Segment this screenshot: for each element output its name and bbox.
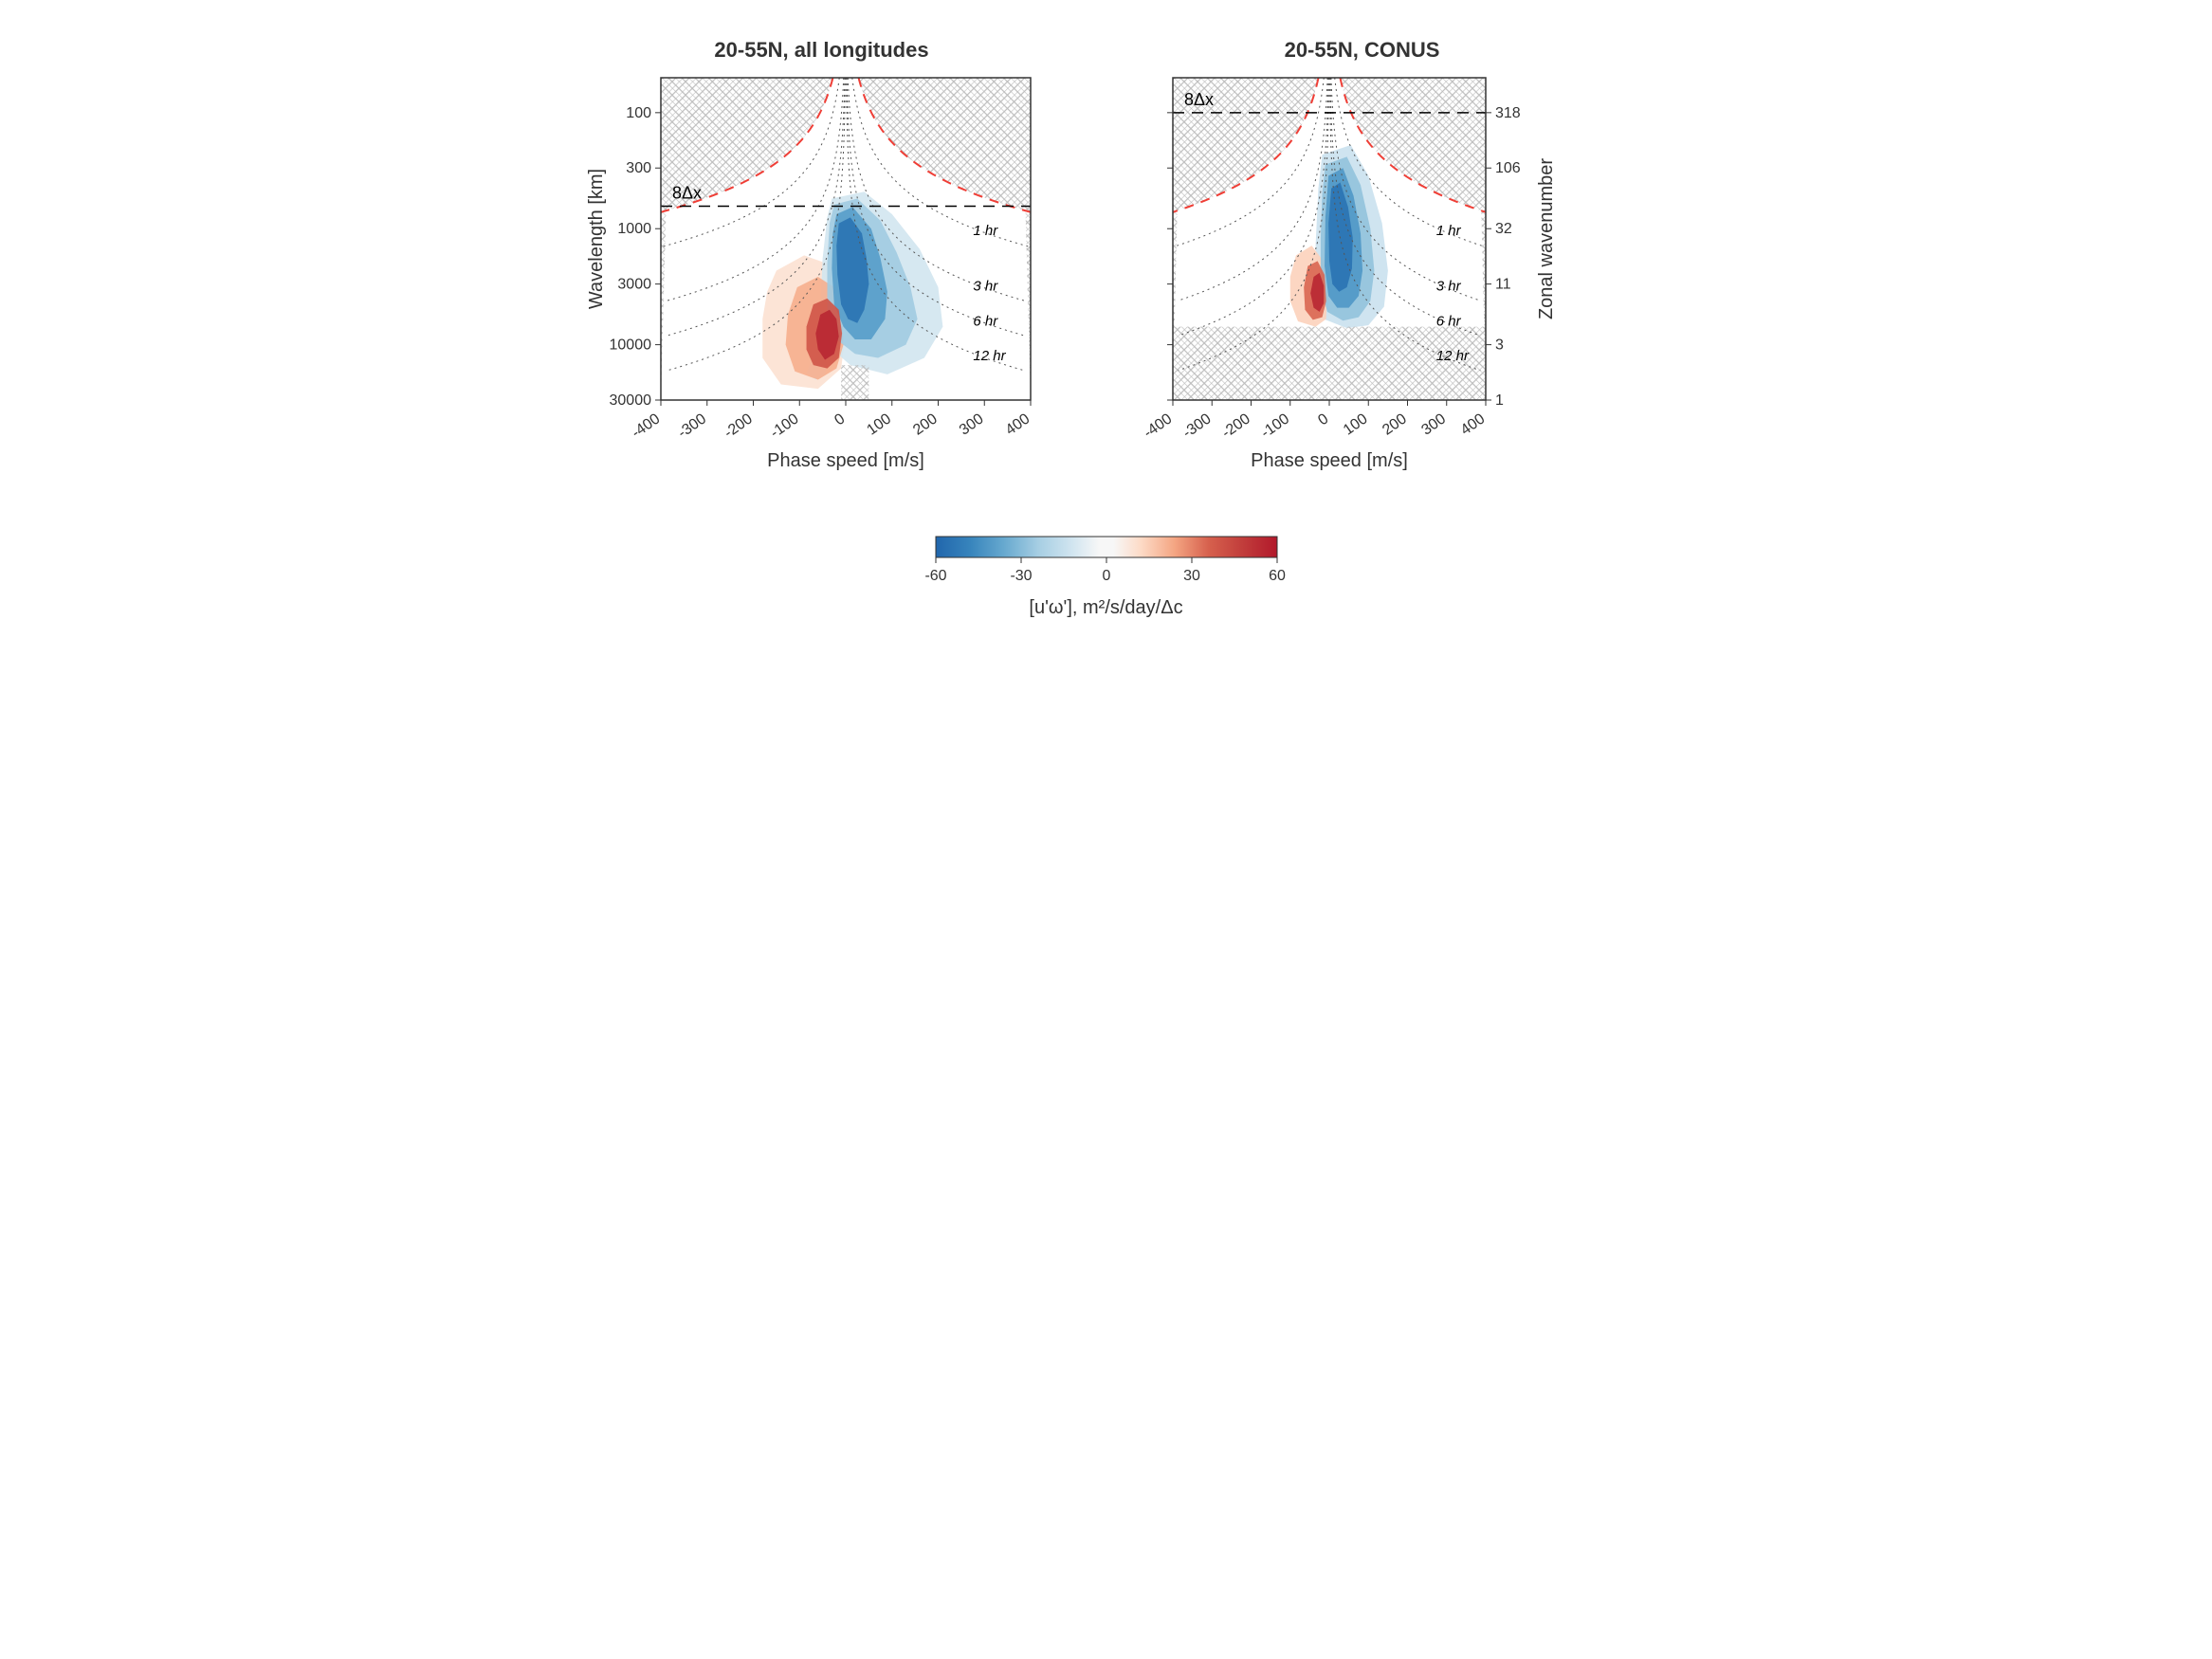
colorbar-wrap: -60 -30 0 30 60 [u'ω'], m²/s/day/Δc: [38, 523, 2174, 619]
svg-text:12 hr: 12 hr: [1435, 348, 1469, 364]
svg-text:6 hr: 6 hr: [973, 313, 998, 329]
svg-text:300: 300: [1418, 410, 1449, 438]
svg-text:-30: -30: [1010, 568, 1032, 584]
svg-text:300: 300: [956, 410, 986, 438]
figure-row: 20-55N, all longitudes 8Δx1 hr3 hr6 hr12…: [38, 38, 2174, 485]
colorbar-svg: -60 -30 0 30 60: [907, 523, 1306, 590]
svg-text:0: 0: [1315, 410, 1331, 428]
svg-text:11: 11: [1495, 277, 1511, 293]
svg-text:Wavelength [km]: Wavelength [km]: [586, 169, 607, 309]
svg-text:6 hr: 6 hr: [1435, 313, 1461, 329]
svg-text:Zonal wavenumber: Zonal wavenumber: [1536, 158, 1557, 319]
svg-text:0: 0: [832, 410, 848, 428]
svg-text:200: 200: [1380, 410, 1410, 438]
svg-text:0: 0: [1102, 568, 1110, 584]
svg-text:106: 106: [1495, 160, 1521, 176]
svg-text:100: 100: [864, 410, 894, 438]
svg-text:1 hr: 1 hr: [1435, 223, 1461, 239]
svg-text:3 hr: 3 hr: [973, 279, 998, 295]
svg-text:3000: 3000: [617, 277, 651, 293]
svg-text:3: 3: [1495, 337, 1504, 354]
svg-text:1: 1: [1495, 392, 1504, 409]
svg-text:-100: -100: [767, 410, 801, 441]
svg-text:8Δx: 8Δx: [672, 184, 702, 203]
panel-right-svg: 8Δx 1 hr 3 hr 6 hr 12 hr -400-300-200-100 0 100…: [1097, 68, 1628, 485]
svg-text:30000: 30000: [609, 392, 651, 409]
svg-text:12 hr: 12 hr: [973, 348, 1006, 364]
svg-text:400: 400: [1002, 410, 1033, 438]
panel-title-left: 20-55N, all longitudes: [714, 38, 928, 63]
panel-title-right: 20-55N, CONUS: [1285, 38, 1440, 63]
svg-text:-400: -400: [1141, 410, 1175, 441]
svg-text:1 hr: 1 hr: [973, 223, 998, 239]
svg-text:32: 32: [1495, 221, 1512, 237]
svg-text:-200: -200: [1218, 410, 1252, 441]
svg-text:Phase speed [m/s]: Phase speed [m/s]: [767, 450, 924, 471]
panel-left-wrap: 20-55N, all longitudes 8Δx 1 hr 3 hr 6 hr 12…: [585, 38, 1059, 485]
svg-text:10000: 10000: [609, 337, 651, 354]
panel-left-svg: 8Δx 1 hr 3 hr 6 hr 12 hr -400 -300 -200 -100 0 100…: [585, 68, 1059, 485]
svg-text:30: 30: [1183, 568, 1200, 584]
svg-text:-400: -400: [629, 410, 663, 441]
svg-text:3 hr: 3 hr: [1435, 279, 1461, 295]
svg-text:-60: -60: [924, 568, 946, 584]
svg-text:200: 200: [910, 410, 941, 438]
svg-text:-200: -200: [721, 410, 755, 441]
colorbar-label: [u'ω'], m²/s/day/Δc: [1029, 597, 1182, 619]
svg-text:1000: 1000: [617, 221, 651, 237]
panel-right-wrap: 20-55N, CONUS 8Δx 1 hr 3 hr 6 hr 12 hr -400-3…: [1097, 38, 1628, 485]
svg-text:8Δx: 8Δx: [1184, 90, 1214, 109]
svg-text:400: 400: [1457, 410, 1488, 438]
svg-text:60: 60: [1269, 568, 1286, 584]
svg-text:Phase speed [m/s]: Phase speed [m/s]: [1251, 450, 1408, 471]
svg-text:100: 100: [626, 105, 651, 121]
svg-text:-300: -300: [1179, 410, 1214, 441]
svg-text:-100: -100: [1258, 410, 1292, 441]
svg-text:300: 300: [626, 160, 651, 176]
svg-text:-300: -300: [675, 410, 709, 441]
svg-text:318: 318: [1495, 105, 1521, 121]
svg-text:100: 100: [1340, 410, 1370, 438]
